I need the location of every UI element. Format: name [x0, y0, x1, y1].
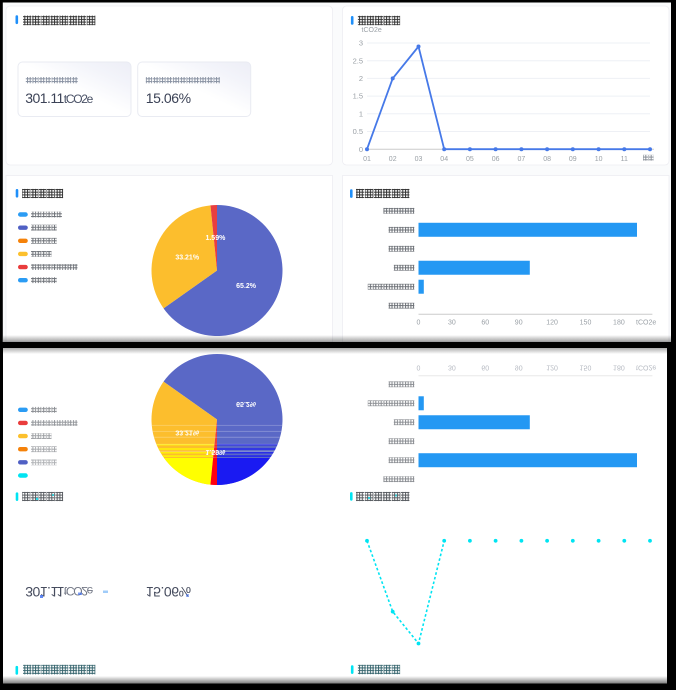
svg-text:65.2%: 65.2% [236, 283, 257, 290]
svg-text:tCO2e: tCO2e [362, 27, 382, 34]
svg-text:1.59%: 1.59% [205, 235, 226, 242]
svg-text:33.21%: 33.21% [175, 429, 200, 436]
svg-text:90: 90 [515, 320, 523, 327]
svg-text:60: 60 [481, 320, 489, 327]
svg-text:120: 120 [546, 364, 558, 371]
svg-text:04: 04 [440, 156, 448, 163]
svg-text:90: 90 [515, 364, 523, 371]
svg-text:30: 30 [448, 364, 456, 371]
svg-text:0.5: 0.5 [353, 127, 363, 136]
svg-text:2.5: 2.5 [353, 56, 363, 65]
svg-text:0: 0 [417, 364, 421, 371]
svg-text:1.5: 1.5 [353, 92, 363, 101]
svg-text:15.06%: 15.06% [146, 90, 191, 106]
svg-text:180: 180 [613, 364, 625, 371]
svg-text:301.11: 301.11 [25, 584, 64, 600]
svg-text:09: 09 [569, 156, 577, 163]
svg-text:150: 150 [580, 320, 592, 327]
svg-text:10: 10 [595, 156, 603, 163]
svg-text:tCO2e: tCO2e [636, 364, 656, 371]
svg-text:150: 150 [580, 364, 592, 371]
svg-text:120: 120 [546, 320, 558, 327]
svg-text:0: 0 [359, 145, 363, 154]
svg-text:30: 30 [448, 320, 456, 327]
svg-text:05: 05 [466, 156, 474, 163]
svg-text:2: 2 [359, 74, 363, 83]
svg-text:0: 0 [417, 320, 421, 327]
svg-text:02: 02 [389, 156, 397, 163]
svg-text:15.06%: 15.06% [146, 584, 191, 600]
svg-text:07: 07 [518, 156, 526, 163]
svg-text:06: 06 [492, 156, 500, 163]
svg-text:tCO2e: tCO2e [64, 92, 94, 106]
svg-text:03: 03 [415, 156, 423, 163]
svg-text:01: 01 [363, 156, 371, 163]
svg-text:33.21%: 33.21% [175, 254, 200, 261]
svg-text:11: 11 [621, 156, 628, 163]
svg-text:65.2%: 65.2% [236, 400, 257, 407]
svg-text:1: 1 [359, 109, 363, 118]
svg-text:301.11: 301.11 [25, 90, 64, 106]
svg-text:180: 180 [613, 320, 625, 327]
svg-text:tCO2e: tCO2e [636, 320, 656, 327]
svg-text:08: 08 [543, 156, 551, 163]
svg-text:1.59%: 1.59% [205, 448, 226, 455]
svg-text:3: 3 [359, 39, 363, 48]
svg-text:60: 60 [481, 364, 489, 371]
svg-text:tCO2e: tCO2e [64, 584, 94, 598]
